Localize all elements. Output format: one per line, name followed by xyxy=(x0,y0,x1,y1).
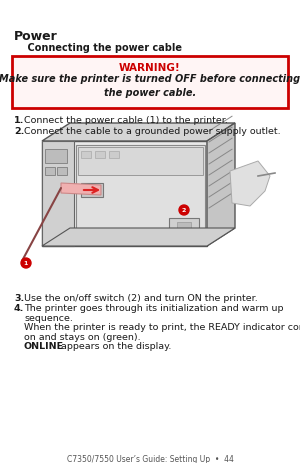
Text: Connect the power cable (1) to the printer.: Connect the power cable (1) to the print… xyxy=(24,116,228,125)
Bar xyxy=(45,168,55,175)
Bar xyxy=(95,152,105,159)
Bar xyxy=(109,152,119,159)
Bar xyxy=(76,146,205,243)
Bar xyxy=(42,142,207,246)
Polygon shape xyxy=(207,124,235,246)
Text: 3.: 3. xyxy=(14,294,24,302)
Bar xyxy=(57,168,67,175)
Text: 1: 1 xyxy=(24,261,28,266)
Bar xyxy=(177,223,191,232)
Polygon shape xyxy=(42,124,235,142)
Text: 4.: 4. xyxy=(14,304,24,313)
Polygon shape xyxy=(61,184,101,195)
Text: 2.: 2. xyxy=(14,126,24,135)
Text: ONLINE: ONLINE xyxy=(24,342,64,351)
Text: Connecting the power cable: Connecting the power cable xyxy=(14,43,182,53)
FancyBboxPatch shape xyxy=(12,57,288,109)
Text: Make sure the printer is turned OFF before connecting
the power cable.: Make sure the printer is turned OFF befo… xyxy=(0,74,300,97)
Text: When the printer is ready to print, the READY indicator comes: When the printer is ready to print, the … xyxy=(24,323,300,332)
Text: on and stays on (green).: on and stays on (green). xyxy=(24,332,141,341)
Text: Power: Power xyxy=(14,30,58,43)
Polygon shape xyxy=(230,162,270,206)
Text: Connect the cable to a grounded power supply outlet.: Connect the cable to a grounded power su… xyxy=(24,126,280,135)
Circle shape xyxy=(179,206,189,216)
Text: Use the on/off switch (2) and turn ON the printer.: Use the on/off switch (2) and turn ON th… xyxy=(24,294,258,302)
Bar xyxy=(42,142,74,246)
Bar xyxy=(81,152,91,159)
Text: C7350/7550 User’s Guide: Setting Up  •  44: C7350/7550 User’s Guide: Setting Up • 44 xyxy=(67,454,233,463)
Circle shape xyxy=(21,258,31,269)
Text: 1.: 1. xyxy=(14,116,24,125)
Bar xyxy=(78,148,203,175)
Bar xyxy=(81,184,103,198)
Bar xyxy=(45,150,67,163)
Text: WARNING!: WARNING! xyxy=(119,63,181,73)
Polygon shape xyxy=(42,229,235,246)
Bar xyxy=(169,219,199,238)
Text: The printer goes through its initialization and warm up: The printer goes through its initializat… xyxy=(24,304,284,313)
Text: 2: 2 xyxy=(182,208,186,213)
Text: appears on the display.: appears on the display. xyxy=(58,342,171,351)
Text: sequence.: sequence. xyxy=(24,313,73,322)
